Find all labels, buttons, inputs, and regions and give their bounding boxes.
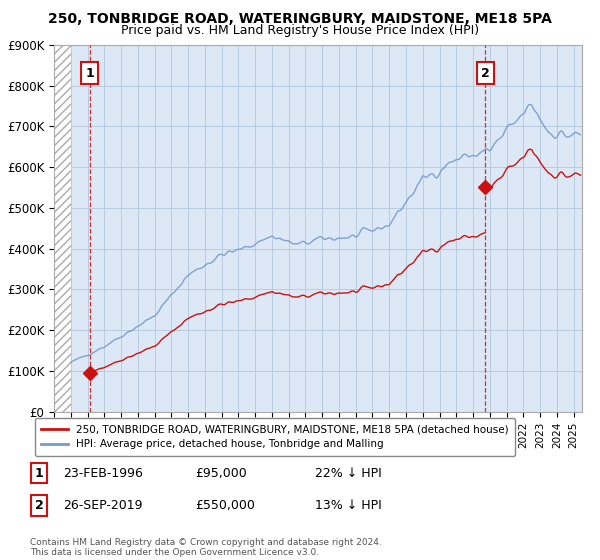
Bar (54, 45, 71, 412)
Text: 23-FEB-1996: 23-FEB-1996 (63, 466, 143, 480)
Text: 2: 2 (481, 67, 490, 80)
Text: 13% ↓ HPI: 13% ↓ HPI (315, 499, 382, 512)
Text: 22% ↓ HPI: 22% ↓ HPI (315, 466, 382, 480)
Text: 2: 2 (35, 499, 43, 512)
Text: £95,000: £95,000 (195, 466, 247, 480)
Text: 1: 1 (85, 67, 94, 80)
Text: 250, TONBRIDGE ROAD, WATERINGBURY, MAIDSTONE, ME18 5PA: 250, TONBRIDGE ROAD, WATERINGBURY, MAIDS… (48, 12, 552, 26)
Text: Price paid vs. HM Land Registry's House Price Index (HPI): Price paid vs. HM Land Registry's House … (121, 24, 479, 36)
Text: 1: 1 (35, 466, 43, 480)
Text: 26-SEP-2019: 26-SEP-2019 (63, 499, 143, 512)
Text: Contains HM Land Registry data © Crown copyright and database right 2024.
This d: Contains HM Land Registry data © Crown c… (30, 538, 382, 557)
Legend: 250, TONBRIDGE ROAD, WATERINGBURY, MAIDSTONE, ME18 5PA (detached house), HPI: Av: 250, TONBRIDGE ROAD, WATERINGBURY, MAIDS… (35, 418, 515, 456)
Text: £550,000: £550,000 (195, 499, 255, 512)
